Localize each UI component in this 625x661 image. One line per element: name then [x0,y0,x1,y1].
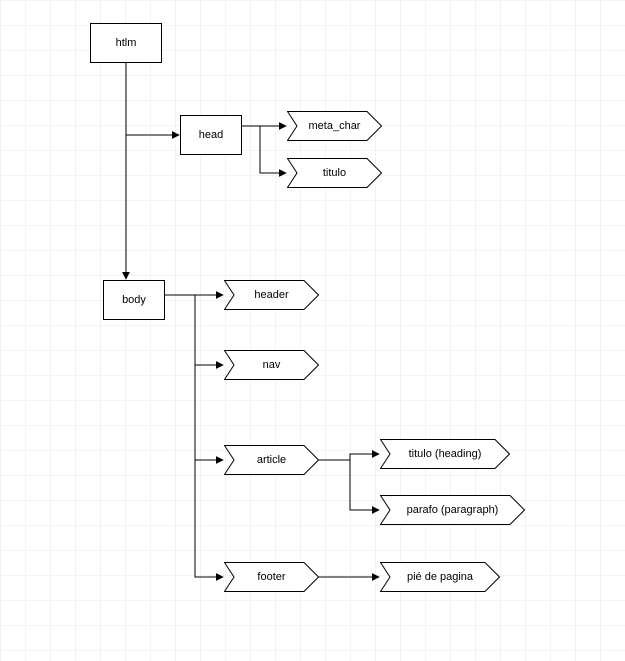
edge-body-nav [195,295,223,365]
node-label: pié de pagina [403,571,477,583]
node-label: footer [253,571,289,583]
edge-head-titulo1 [260,126,286,173]
node-label: article [253,454,290,466]
node-article: article [224,445,319,475]
edge-body-footer [195,295,223,577]
edge-htlm-head [126,63,179,135]
node-titulo2: titulo (heading) [380,439,510,469]
node-nav: nav [224,350,319,380]
node-footer: footer [224,562,319,592]
node-titulo1: titulo [287,158,382,188]
node-pie: pié de pagina [380,562,500,592]
edge-article-titulo2 [319,454,379,460]
node-label: header [250,289,292,301]
node-body: body [103,280,165,320]
node-header: header [224,280,319,310]
node-head: head [180,115,242,155]
node-htlm: htlm [90,23,162,63]
node-label: titulo (heading) [405,448,486,460]
node-label: htlm [112,37,141,49]
node-meta_char: meta_char [287,111,382,141]
node-label: parafo (paragraph) [403,504,503,516]
node-parafo: parafo (paragraph) [380,495,525,525]
node-label: meta_char [305,120,365,132]
node-label: body [118,294,150,306]
node-label: nav [259,359,285,371]
node-label: head [195,129,227,141]
edge-article-parafo [350,460,379,510]
diagram-canvas: htlm head meta_chartitulo body header nav arti… [0,0,625,661]
edge-body-article [195,295,223,460]
node-label: titulo [319,167,350,179]
